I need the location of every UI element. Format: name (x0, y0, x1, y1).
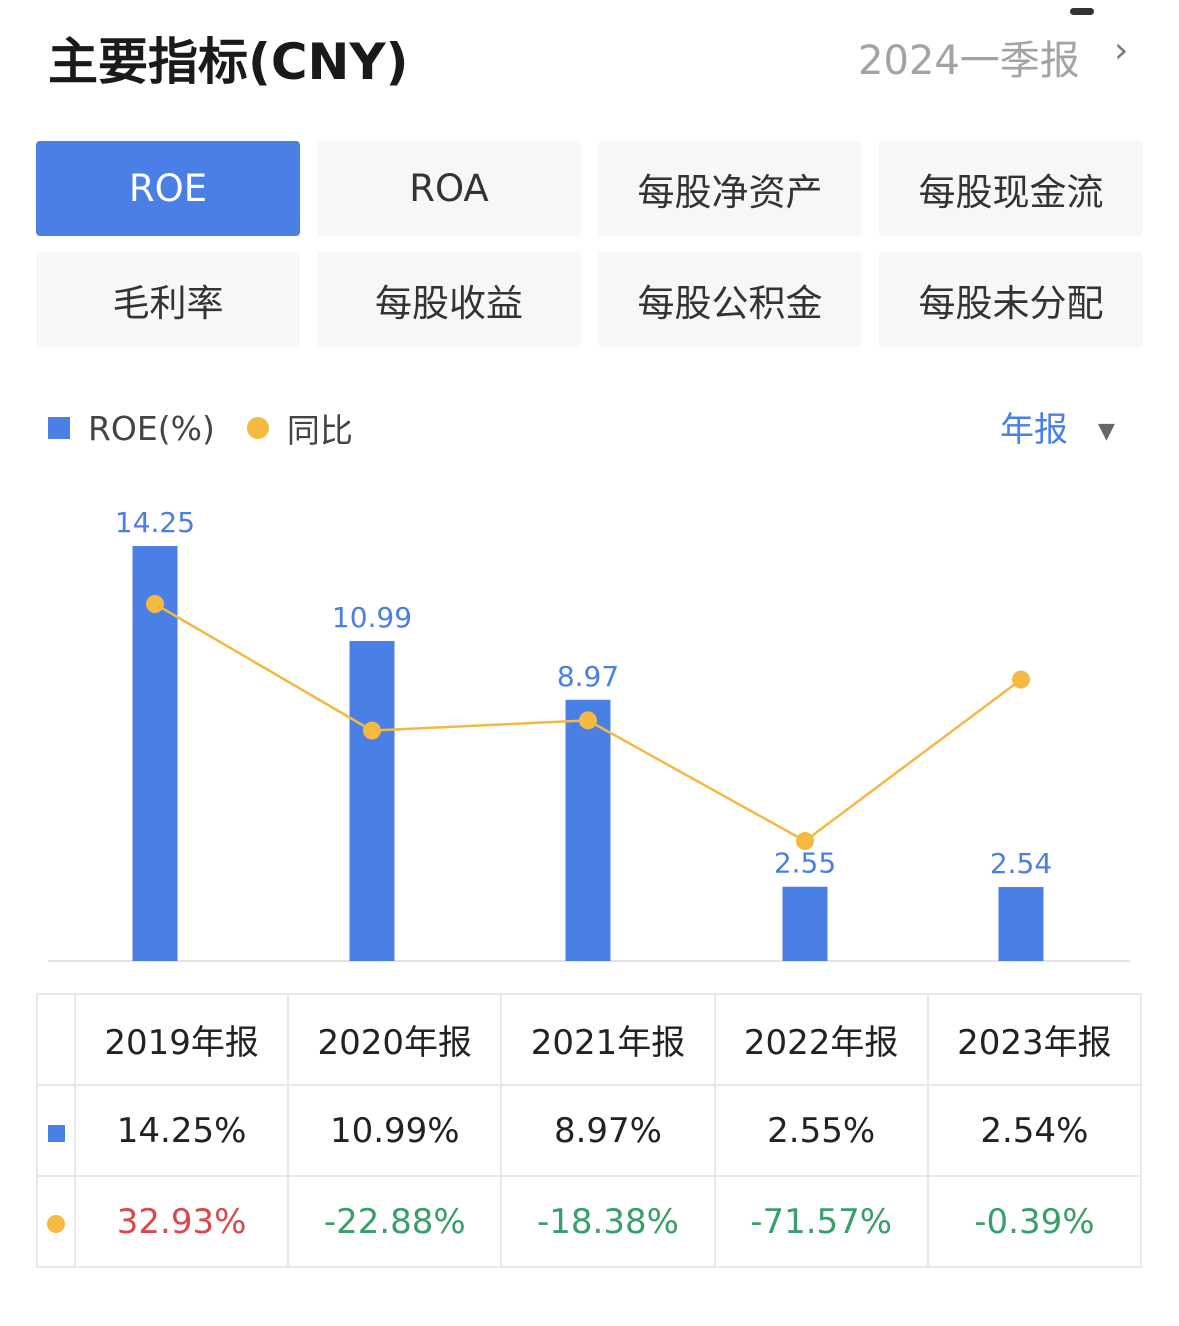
chevron-right-icon[interactable]: › (1114, 30, 1129, 71)
roe-cell: 14.25% (73, 1084, 290, 1177)
yoy-cell: 32.93% (73, 1175, 290, 1268)
bar-data-label: 2.54 (990, 847, 1052, 880)
roe-cell: 10.99% (287, 1084, 503, 1177)
header-cell: 2022年报 (713, 993, 929, 1086)
tab-reserve-per-share[interactable]: 每股公积金 (598, 252, 862, 347)
roe-chart: 14.25 10.99 8.97 2.55 2.54 (48, 506, 1130, 962)
metric-tabs: ROE ROA 每股净资产 每股现金流 毛利率 每股收益 每股公积金 每股未分配 (36, 141, 1143, 347)
dropdown-arrow-icon: ▼ (1098, 419, 1115, 444)
period-dropdown-label: 年报 (1000, 410, 1068, 450)
roe-bar (132, 546, 178, 961)
tab-undistributed-per-share[interactable]: 每股未分配 (879, 252, 1143, 347)
tab-roe[interactable]: ROE (36, 141, 300, 236)
yoy-point (1012, 670, 1030, 689)
roe-cell: 8.97% (500, 1084, 716, 1177)
roe-bar (565, 699, 611, 961)
table-header-row: 2019年报 2020年报 2021年报 2022年报 2023年报 (36, 993, 1143, 1086)
tab-eps[interactable]: 每股收益 (317, 252, 581, 347)
yoy-point (796, 832, 814, 851)
header-cell: 2021年报 (500, 993, 716, 1086)
scroll-indicator (1070, 8, 1094, 15)
line-series-icon (47, 1214, 65, 1233)
legend-line-label: 同比 (286, 411, 353, 450)
yoy-cell: -71.57% (713, 1175, 929, 1268)
yoy-point (579, 711, 597, 730)
table-row-roe: 14.25% 10.99% 8.97% 2.55% 2.54% (36, 1084, 1143, 1177)
bar-legend-icon (48, 417, 70, 439)
table-row-yoy: 32.93% -22.88% -18.38% -71.57% -0.39% (36, 1175, 1143, 1268)
bar-data-label: 10.99 (332, 601, 412, 634)
bar-data-label: 2.55 (774, 847, 836, 880)
yoy-point (363, 721, 381, 740)
roe-bar (782, 886, 828, 961)
bar-data-label: 8.97 (557, 660, 619, 693)
period-link[interactable]: 2024一季报 (858, 38, 1080, 84)
data-table: 2019年报 2020年报 2021年报 2022年报 2023年报 14.25… (36, 993, 1143, 1268)
yoy-cell: -18.38% (500, 1175, 716, 1268)
header-cell: 2019年报 (73, 993, 290, 1086)
page-title: 主要指标(CNY) (48, 33, 409, 91)
yoy-cell: -22.88% (287, 1175, 503, 1268)
roe-bar (998, 887, 1044, 961)
header-cell: 2023年报 (926, 993, 1143, 1086)
bar-series-icon (47, 1124, 65, 1142)
header-cell: 2020年报 (287, 993, 503, 1086)
yoy-cell: -0.39% (926, 1175, 1143, 1268)
tab-gross-margin[interactable]: 毛利率 (36, 252, 300, 347)
yoy-point (146, 595, 164, 613)
legend-bar-label: ROE(%) (88, 408, 215, 448)
chart-legend: ROE(%) 同比 (48, 404, 353, 452)
tab-bvps[interactable]: 每股净资产 (598, 141, 862, 236)
bar-data-label: 14.25 (115, 506, 195, 539)
period-dropdown[interactable]: 年报 ▼ (1000, 402, 1115, 451)
roe-cell: 2.54% (926, 1084, 1143, 1177)
roe-bar (349, 640, 395, 961)
line-legend-icon (246, 417, 269, 439)
tab-cashflow-per-share[interactable]: 每股现金流 (879, 141, 1143, 236)
tab-roa[interactable]: ROA (317, 141, 581, 236)
roe-cell: 2.55% (713, 1084, 929, 1177)
